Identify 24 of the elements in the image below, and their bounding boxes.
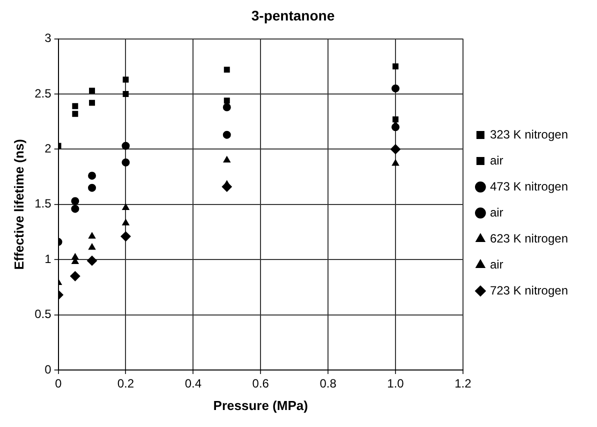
legend-label: 723 K nitrogen bbox=[490, 283, 568, 298]
x-tick-label: 0.6 bbox=[252, 376, 270, 391]
legend-label: air bbox=[490, 205, 504, 220]
y-tick-label: 3 bbox=[44, 31, 52, 46]
y-tick-label: 2.5 bbox=[34, 86, 52, 100]
y-tick-label: 2 bbox=[44, 142, 52, 156]
y-axis-title: Effective lifetime (ns) bbox=[11, 139, 26, 270]
legend-label: air bbox=[490, 153, 504, 168]
y-tick-label: 1.5 bbox=[34, 196, 52, 211]
legend-label: 623 K nitrogen bbox=[490, 231, 568, 246]
legend-label: 473 K nitrogen bbox=[490, 179, 568, 194]
y-tick-label: 0 bbox=[44, 362, 52, 376]
chart-title: 3-pentanone bbox=[251, 7, 335, 24]
x-tick-label: 0 bbox=[54, 376, 62, 391]
y-tick-label: 0.5 bbox=[34, 307, 52, 322]
legend-label: air bbox=[490, 257, 504, 272]
x-tick-label: 0.8 bbox=[320, 376, 337, 391]
x-tick-label: 1.2 bbox=[454, 376, 472, 391]
y-tick-label: 1 bbox=[44, 252, 52, 266]
legend-label: 323 K nitrogen bbox=[490, 127, 568, 142]
x-tick-label: 0.4 bbox=[184, 376, 202, 391]
x-axis-title: Pressure (MPa) bbox=[213, 398, 308, 413]
x-tick-label: 1.0 bbox=[387, 376, 404, 391]
x-tick-label: 0.2 bbox=[117, 376, 134, 391]
